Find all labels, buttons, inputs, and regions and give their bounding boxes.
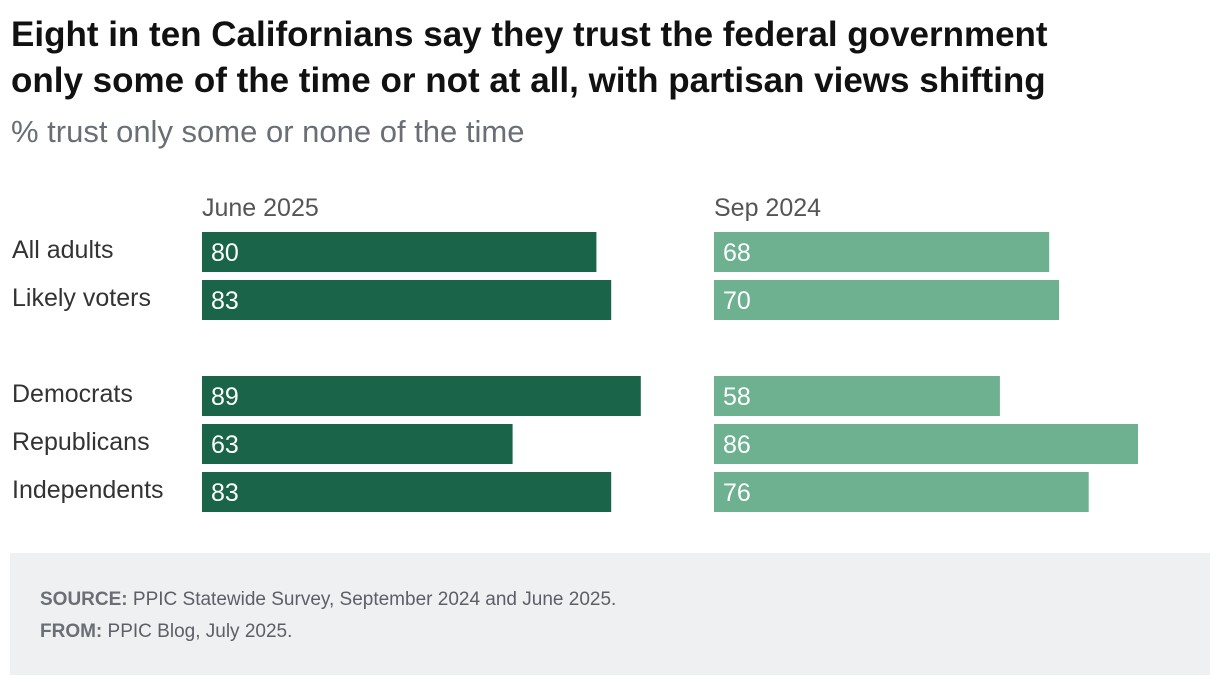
chart-title-line-2: only some of the time or not at all, wit… bbox=[11, 61, 1046, 100]
panel-title-june-2025: June 2025 bbox=[202, 194, 319, 222]
chart-title: Eight in ten Californians say they trust… bbox=[11, 12, 1201, 104]
from-line: FROM: PPIC Blog, July 2025. bbox=[40, 621, 292, 643]
source-footer: SOURCE: PPIC Statewide Survey, September… bbox=[10, 553, 1210, 675]
from-label: FROM: bbox=[40, 621, 103, 642]
bar-june-2025-3 bbox=[202, 424, 513, 464]
category-label-1: Likely voters bbox=[12, 284, 151, 312]
source-label: SOURCE: bbox=[40, 589, 128, 610]
bar-june-2025-1 bbox=[202, 280, 612, 320]
bar-sep-2024-3 bbox=[714, 424, 1138, 464]
source-line: SOURCE: PPIC Statewide Survey, September… bbox=[40, 589, 616, 611]
category-label-3: Republicans bbox=[12, 428, 150, 456]
bar-value-june-2025-0: 80 bbox=[211, 239, 239, 267]
bar-sep-2024-0 bbox=[714, 232, 1050, 272]
bar-sep-2024-2 bbox=[714, 376, 1000, 416]
bar-june-2025-0 bbox=[202, 232, 597, 272]
bar-value-june-2025-2: 89 bbox=[211, 383, 239, 411]
bar-value-sep-2024-0: 68 bbox=[723, 239, 751, 267]
source-text: PPIC Statewide Survey, September 2024 an… bbox=[132, 589, 617, 610]
bar-chart: June 2025 80 83 89 63 83 Sep 2024 68 70 58 86 76 All… bbox=[12, 194, 1138, 512]
bar-sep-2024-1 bbox=[714, 280, 1060, 320]
bar-value-june-2025-4: 83 bbox=[211, 479, 239, 507]
bar-value-sep-2024-3: 86 bbox=[723, 431, 751, 459]
bar-june-2025-4 bbox=[202, 472, 612, 512]
bar-value-june-2025-1: 83 bbox=[211, 287, 239, 315]
bar-value-sep-2024-1: 70 bbox=[723, 287, 751, 315]
chart-title-line-1: Eight in ten Californians say they trust… bbox=[11, 15, 1048, 54]
category-label-2: Democrats bbox=[12, 380, 133, 408]
category-label-0: All adults bbox=[12, 236, 113, 264]
bar-value-sep-2024-2: 58 bbox=[723, 383, 751, 411]
bar-value-june-2025-3: 63 bbox=[211, 431, 239, 459]
bar-sep-2024-4 bbox=[714, 472, 1089, 512]
bar-value-sep-2024-4: 76 bbox=[723, 479, 751, 507]
panel-title-sep-2024: Sep 2024 bbox=[714, 194, 821, 222]
bar-june-2025-2 bbox=[202, 376, 641, 416]
from-text: PPIC Blog, July 2025. bbox=[107, 621, 293, 642]
category-label-4: Independents bbox=[12, 476, 164, 504]
chart-subtitle: % trust only some or none of the time bbox=[11, 114, 525, 149]
